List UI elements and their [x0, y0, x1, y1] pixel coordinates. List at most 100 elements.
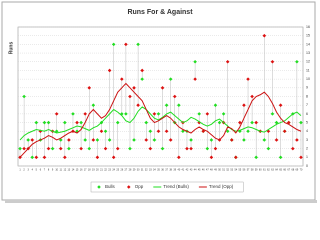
x-tick-label: 16	[80, 169, 83, 172]
y-tick-label: 0	[306, 164, 308, 168]
point	[18, 146, 22, 151]
x-tick-label: 68	[291, 169, 294, 172]
x-tick-label: 38	[169, 169, 172, 172]
point	[225, 59, 230, 64]
point	[132, 138, 136, 142]
point	[189, 138, 193, 142]
point	[266, 146, 271, 151]
x-tick-label: 14	[72, 169, 75, 172]
trend-line	[19, 82, 302, 158]
point	[79, 120, 83, 125]
x-tick-label: 48	[210, 169, 213, 172]
x-tick-label: 33	[149, 169, 152, 172]
x-tick-label: 32	[145, 169, 148, 172]
point	[270, 59, 275, 64]
x-tick-label: 58	[251, 169, 254, 172]
legend-label: Trend (Bulls)	[163, 184, 189, 189]
trend-line	[19, 106, 302, 141]
x-tick-label: 1	[19, 169, 21, 172]
point	[95, 155, 100, 160]
point	[22, 146, 26, 151]
y-tick-label: 16	[306, 25, 310, 29]
x-tick-label: 24	[112, 169, 115, 172]
x-tick-label: 35	[157, 169, 160, 172]
point	[42, 120, 47, 125]
x-tick-label: 66	[283, 169, 286, 172]
point	[50, 146, 55, 151]
x-tick-label: 40	[177, 169, 180, 172]
x-tick-label: 15	[76, 169, 79, 172]
x-tick-label: 47	[206, 169, 209, 172]
x-tick-label: 22	[104, 169, 107, 172]
point	[107, 138, 112, 142]
point	[299, 120, 303, 125]
y-tick-label: 8	[306, 94, 308, 98]
point	[46, 146, 51, 151]
point	[132, 86, 136, 90]
x-tick-label: 53	[230, 169, 233, 172]
point	[95, 138, 100, 142]
x-tick-label: 52	[226, 169, 229, 172]
point	[270, 112, 275, 116]
legend-label: Opp	[135, 184, 144, 189]
point	[107, 68, 112, 73]
point	[197, 112, 201, 116]
point	[156, 112, 161, 116]
y-tick-label: 13	[306, 51, 310, 55]
legend-label: Bulls	[105, 184, 116, 189]
point	[75, 120, 79, 125]
point	[99, 129, 104, 134]
point	[144, 120, 149, 125]
point	[250, 120, 254, 125]
point	[87, 146, 92, 151]
x-tick-label: 27	[125, 169, 128, 172]
y-tick-label: 5	[306, 120, 308, 124]
x-tick-label: 30	[137, 169, 140, 172]
x-tick-label: 65	[279, 169, 282, 172]
x-tick-label: 36	[161, 169, 164, 172]
point	[124, 112, 128, 116]
point	[213, 103, 218, 107]
point	[152, 138, 157, 142]
point	[242, 138, 246, 142]
point	[217, 120, 222, 125]
point	[189, 146, 193, 151]
point	[177, 103, 181, 107]
point	[140, 77, 144, 81]
point	[172, 94, 177, 99]
point	[83, 112, 87, 116]
x-tick-label: 62	[267, 169, 270, 172]
x-tick-label: 67	[287, 169, 290, 172]
point	[295, 138, 299, 142]
x-tick-label: 18	[88, 169, 91, 172]
point	[148, 146, 153, 151]
point	[274, 120, 279, 125]
x-tick-label: 17	[84, 169, 87, 172]
point	[193, 77, 197, 81]
point	[250, 94, 254, 99]
x-tick-label: 69	[296, 169, 299, 172]
x-tick-label: 20	[96, 169, 99, 172]
point	[274, 138, 279, 142]
point	[295, 59, 299, 64]
legend-swatch	[126, 185, 131, 189]
x-tick-label: 55	[239, 169, 242, 172]
point	[291, 146, 295, 151]
x-tick-label: 56	[243, 169, 246, 172]
y-tick-label: 2	[306, 147, 308, 151]
x-tick-label: 29	[133, 169, 136, 172]
x-tick-label: 5	[36, 169, 38, 172]
x-tick-label: 61	[263, 169, 266, 172]
point	[209, 155, 214, 160]
x-tick-label: 26	[120, 169, 123, 172]
point	[160, 86, 165, 90]
x-tick-label: 43	[190, 169, 193, 172]
x-tick-label: 51	[222, 169, 225, 172]
x-tick-label: 50	[218, 169, 221, 172]
point	[140, 68, 144, 73]
point	[278, 155, 283, 160]
point	[234, 155, 238, 160]
point	[209, 138, 214, 142]
point	[103, 129, 108, 134]
point	[254, 155, 258, 160]
